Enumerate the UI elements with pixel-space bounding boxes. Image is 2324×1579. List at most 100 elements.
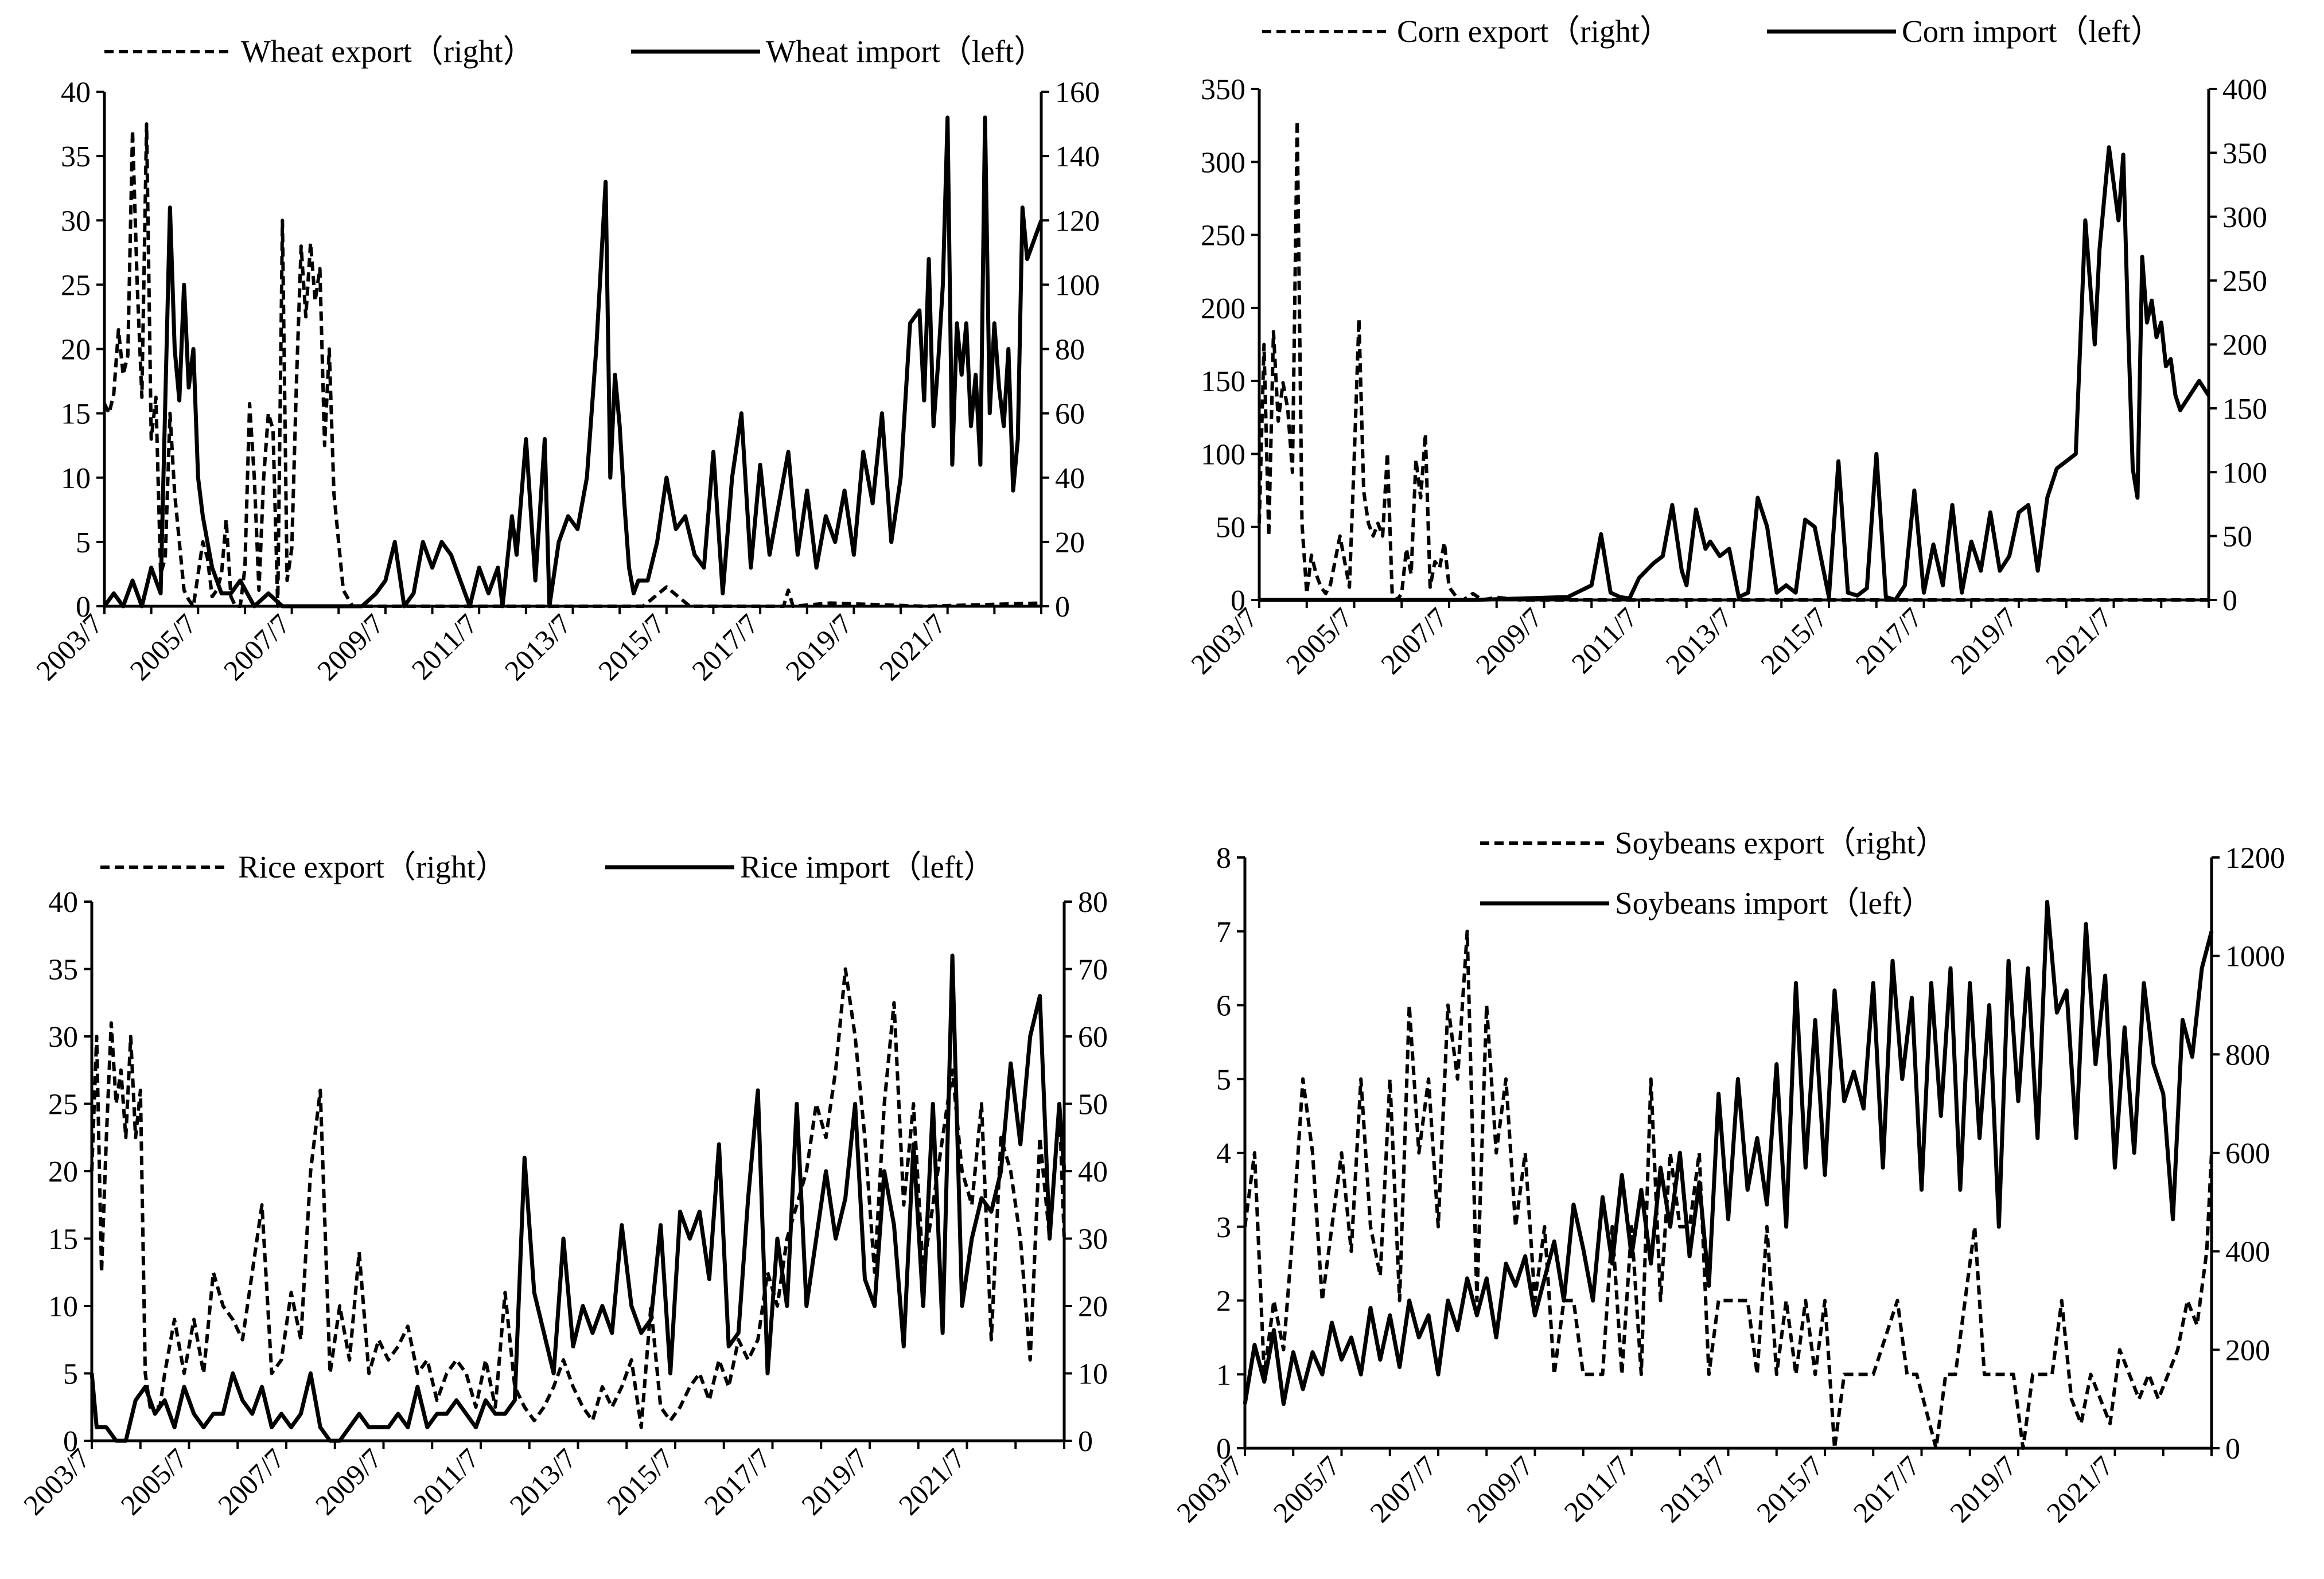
left-tick-label: 35 bbox=[48, 954, 78, 987]
right-tick-label: 400 bbox=[2222, 73, 2267, 106]
left-tick-label: 5 bbox=[76, 527, 91, 559]
right-tick-label: 600 bbox=[2225, 1137, 2270, 1170]
left-tick-label: 30 bbox=[61, 205, 91, 237]
chart-wheat: 0 5 10 15 20 25 30 35 40 0 20 40 60 80 100 120 140 160 200… bbox=[30, 34, 1100, 687]
right-tick-label: 400 bbox=[2225, 1236, 2270, 1269]
right-tick-label: 100 bbox=[1055, 269, 1100, 302]
x-tick-label: 2013/7 bbox=[1653, 1449, 1733, 1529]
right-tick-label: 120 bbox=[1055, 205, 1100, 237]
left-tick-label: 6 bbox=[1216, 990, 1231, 1023]
left-tick-label: 100 bbox=[1201, 438, 1245, 471]
x-tick-label: 2017/7 bbox=[686, 607, 765, 687]
series-line-rice-export-right bbox=[90, 967, 1066, 1429]
right-tick-label: 0 bbox=[2222, 584, 2237, 617]
chart-corn: 0 50 100 150 200 250 300 350 0 50 100 150 200 250 300 3… bbox=[1185, 14, 2267, 680]
left-tick-label: 0 bbox=[63, 1425, 78, 1458]
left-tick-label: 20 bbox=[61, 334, 91, 367]
right-tick-label: 40 bbox=[1055, 462, 1085, 495]
x-tick-label: 2015/7 bbox=[1754, 601, 1833, 680]
x-tick-label: 2021/7 bbox=[2040, 1449, 2119, 1529]
right-tick-label: 60 bbox=[1078, 1021, 1108, 1054]
x-tick-label: 2009/7 bbox=[1469, 601, 1548, 680]
x-tick-label: 2009/7 bbox=[1460, 1449, 1539, 1529]
left-tick-label: 2 bbox=[1216, 1285, 1231, 1318]
x-tick-label: 2011/7 bbox=[405, 607, 484, 686]
series-line-soybeans-export-right bbox=[1243, 929, 2213, 1450]
left-tick-label: 15 bbox=[61, 398, 91, 431]
x-tick-label: 2009/7 bbox=[311, 607, 390, 687]
x-tick-label: 2017/7 bbox=[698, 1442, 777, 1521]
x-tick-label: 2013/7 bbox=[1659, 601, 1738, 680]
x-tick-label: 2007/7 bbox=[1375, 601, 1454, 680]
left-tick-label: 200 bbox=[1201, 293, 1245, 325]
left-tick-label: 3 bbox=[1216, 1211, 1231, 1244]
left-tick-label: 350 bbox=[1201, 73, 1245, 106]
legend-label: Wheat export（right） bbox=[241, 34, 535, 69]
right-tick-label: 100 bbox=[2222, 457, 2267, 489]
x-tick-label: 2005/7 bbox=[114, 1442, 193, 1521]
right-tick-label: 70 bbox=[1078, 954, 1108, 987]
left-tick-label: 30 bbox=[48, 1021, 78, 1054]
right-tick-label: 0 bbox=[2225, 1433, 2240, 1465]
x-tick-label: 2005/7 bbox=[1267, 1449, 1346, 1529]
x-tick-label: 2007/7 bbox=[1364, 1449, 1443, 1529]
x-tick-label: 2015/7 bbox=[601, 1442, 680, 1521]
x-tick-label: 2007/7 bbox=[212, 1442, 291, 1521]
right-tick-label: 30 bbox=[1078, 1223, 1108, 1256]
x-tick-label: 2005/7 bbox=[1279, 601, 1358, 680]
series-line-corn-import-left bbox=[1259, 145, 2210, 602]
x-tick-label: 2003/7 bbox=[1170, 1449, 1249, 1529]
x-tick-label: 2021/7 bbox=[873, 607, 952, 687]
right-tick-label: 300 bbox=[2222, 201, 2267, 234]
right-tick-label: 250 bbox=[2222, 265, 2267, 298]
x-tick-label: 2011/7 bbox=[1558, 1449, 1636, 1528]
x-tick-label: 2005/7 bbox=[123, 607, 203, 687]
left-tick-label: 250 bbox=[1201, 220, 1245, 252]
right-tick-label: 1200 bbox=[2225, 842, 2285, 875]
right-tick-label: 20 bbox=[1078, 1291, 1108, 1323]
left-tick-label: 7 bbox=[1216, 916, 1231, 949]
right-tick-label: 80 bbox=[1078, 886, 1108, 919]
right-tick-label: 800 bbox=[2225, 1039, 2270, 1071]
x-tick-label: 2021/7 bbox=[2039, 601, 2118, 680]
x-tick-label: 2015/7 bbox=[592, 607, 671, 687]
right-tick-label: 20 bbox=[1055, 527, 1085, 559]
left-tick-label: 35 bbox=[61, 141, 91, 173]
left-tick-label: 0 bbox=[76, 591, 91, 623]
legend-label: Soybeans export（right） bbox=[1615, 825, 1947, 860]
legend-label: Corn export（right） bbox=[1397, 14, 1671, 49]
right-tick-label: 60 bbox=[1055, 398, 1085, 431]
left-tick-label: 15 bbox=[48, 1223, 78, 1256]
x-tick-label: 2013/7 bbox=[498, 607, 577, 687]
left-tick-label: 10 bbox=[61, 462, 91, 495]
x-tick-label: 2015/7 bbox=[1750, 1449, 1829, 1529]
legend-label: Wheat import（left） bbox=[766, 34, 1045, 69]
x-tick-label: 2019/7 bbox=[779, 607, 858, 687]
right-tick-label: 50 bbox=[2222, 521, 2252, 553]
legend-label: Corn import（left） bbox=[1902, 14, 2162, 49]
left-tick-label: 10 bbox=[48, 1291, 78, 1323]
series-line-rice-import-left bbox=[89, 953, 1066, 1443]
series-line-wheat-export-right bbox=[103, 122, 1042, 608]
right-tick-label: 10 bbox=[1078, 1358, 1108, 1391]
right-tick-label: 80 bbox=[1055, 334, 1085, 367]
right-tick-label: 200 bbox=[2222, 329, 2267, 362]
left-tick-label: 0 bbox=[1231, 584, 1245, 617]
right-tick-label: 160 bbox=[1055, 76, 1100, 109]
right-tick-label: 350 bbox=[2222, 137, 2267, 170]
x-tick-label: 2003/7 bbox=[30, 607, 109, 687]
x-tick-label: 2017/7 bbox=[1849, 601, 1928, 680]
left-tick-label: 0 bbox=[1216, 1433, 1231, 1465]
x-tick-label: 2017/7 bbox=[1847, 1449, 1926, 1529]
right-tick-label: 1000 bbox=[2225, 941, 2285, 973]
chart-soybeans: 0 1 2 3 4 5 6 7 8 0 200 400 600 800 1000 1200 2003/7 2005… bbox=[1170, 825, 2285, 1529]
x-tick-label: 2019/7 bbox=[1944, 601, 2023, 680]
right-tick-label: 140 bbox=[1055, 141, 1100, 173]
series-line-soybeans-import-left bbox=[1243, 899, 2214, 1406]
right-tick-label: 200 bbox=[2225, 1334, 2270, 1367]
legend-label: Rice import（left） bbox=[740, 849, 995, 884]
legend-label: Soybeans import（left） bbox=[1615, 886, 1933, 921]
right-tick-label: 0 bbox=[1055, 591, 1070, 623]
x-tick-label: 2011/7 bbox=[407, 1442, 485, 1520]
